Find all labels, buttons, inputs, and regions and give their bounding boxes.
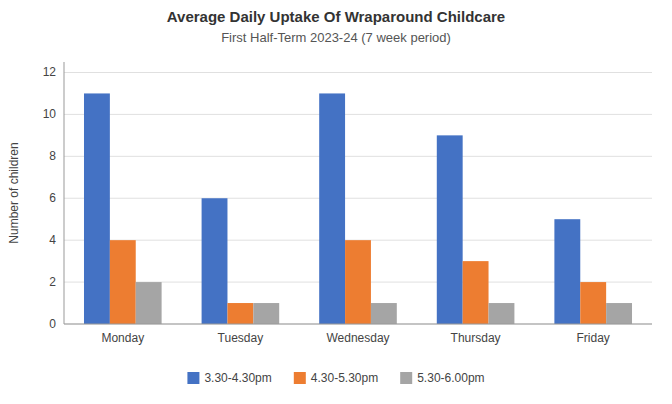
grid-line [64, 324, 652, 325]
x-tick-label: Monday [101, 331, 144, 345]
x-tick-label: Wednesday [326, 331, 389, 345]
bar [319, 93, 345, 324]
legend-item: 5.30-6.00pm [400, 371, 484, 385]
y-tick-label: 8 [49, 149, 56, 163]
x-tick-label: Thursday [451, 331, 501, 345]
y-tick-label: 0 [49, 317, 56, 331]
x-tick-label: Tuesday [218, 331, 264, 345]
y-tick-label: 6 [49, 191, 56, 205]
y-axis: 0 2 4 6 8 10 12 [43, 65, 652, 331]
bar [554, 219, 580, 324]
chart-subtitle: First Half-Term 2023-24 (7 week period) [221, 30, 451, 45]
bars [84, 93, 632, 324]
bar [202, 198, 228, 324]
chart-container: Average Daily Uptake Of Wraparound Child… [0, 0, 672, 404]
grid-line [64, 114, 652, 115]
legend: 3.30-4.30pm 4.30-5.30pm 5.30-6.00pm [187, 371, 484, 385]
legend-label: 5.30-6.00pm [417, 371, 484, 385]
chart-title: Average Daily Uptake Of Wraparound Child… [167, 8, 505, 25]
bar [371, 303, 397, 324]
grid-line [64, 198, 652, 199]
legend-label: 4.30-5.30pm [311, 371, 378, 385]
bar [227, 303, 253, 324]
legend-swatch [400, 372, 412, 384]
y-axis-line [64, 62, 65, 324]
bar [580, 282, 606, 324]
legend-label: 3.30-4.30pm [204, 371, 271, 385]
y-tick-label: 2 [49, 275, 56, 289]
grid-line [64, 72, 652, 73]
bar [136, 282, 162, 324]
legend-swatch [294, 372, 306, 384]
grid-line [64, 156, 652, 157]
bar [489, 303, 515, 324]
y-axis-label: Number of children [7, 142, 21, 243]
bar [606, 303, 632, 324]
y-tick-label: 10 [43, 107, 57, 121]
bar [463, 261, 489, 324]
y-tick-label: 12 [43, 65, 57, 79]
legend-swatch [187, 372, 199, 384]
y-tick-label: 4 [49, 233, 56, 247]
legend-item: 4.30-5.30pm [294, 371, 378, 385]
bar [345, 240, 371, 324]
chart-svg: Average Daily Uptake Of Wraparound Child… [0, 0, 672, 404]
legend-item: 3.30-4.30pm [187, 371, 271, 385]
bar [110, 240, 136, 324]
bar [253, 303, 279, 324]
x-axis-line [64, 324, 652, 325]
bar [437, 135, 463, 324]
bar [84, 93, 110, 324]
x-tick-label: Friday [577, 331, 610, 345]
